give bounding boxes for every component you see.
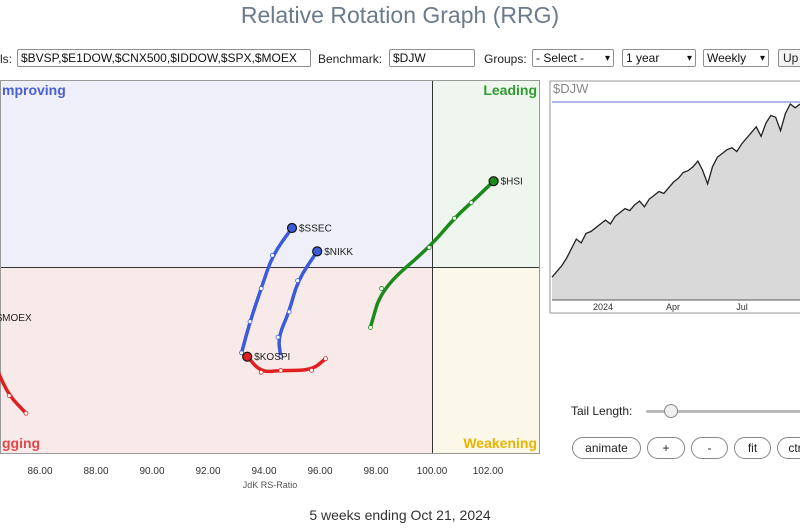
tail-point: [309, 367, 315, 373]
x-tick: 90.00: [139, 466, 165, 477]
lagging-quadrant: [0, 268, 433, 454]
tail-point: [269, 252, 275, 258]
tail-point: [468, 200, 474, 206]
tail-line-kospi: [245, 354, 328, 374]
benchmark-title: $DJW: [553, 81, 589, 96]
weakening-label: Weakening: [463, 435, 537, 451]
groups-select[interactable]: - Select - ▾: [532, 49, 614, 67]
tail-line-nikk: [277, 249, 319, 359]
tail-point: [239, 350, 245, 356]
series-label: $HSI: [501, 177, 523, 188]
center-button[interactable]: ctr: [777, 437, 800, 459]
date-range-caption: 5 weeks ending Oct 21, 2024: [309, 507, 491, 523]
tail-point: [278, 367, 284, 373]
improving-quadrant: [0, 80, 433, 268]
series-label: $MOEX: [0, 313, 32, 324]
groups-select-value: - Select -: [536, 51, 585, 65]
tail-point: [323, 356, 329, 362]
tail-point: [275, 334, 281, 340]
x-tick: 92.00: [195, 466, 221, 477]
leading-quadrant: [433, 80, 540, 268]
symbols-label: ls:: [0, 52, 12, 66]
series-label: $KOSPI: [254, 352, 290, 363]
tail-point: [247, 319, 253, 325]
tail-length-label: Tail Length:: [571, 404, 633, 418]
page-title: Relative Rotation Graph (RRG): [240, 2, 560, 28]
x-axis-label: JdK RS-Ratio: [242, 480, 298, 490]
benchmark-input[interactable]: $DJW: [389, 49, 475, 67]
benchmark-price-line: [551, 103, 800, 278]
x-tick: 94.00: [251, 466, 277, 477]
chevron-down-icon: ▾: [759, 53, 765, 64]
period-select-value: 1 year: [626, 51, 660, 65]
series-label: $NIKK: [324, 247, 353, 258]
rrg-tails-svg: $HSI $SSEC $NIKK $KOSPI $MOEX: [0, 176, 523, 416]
tail-point: [6, 393, 12, 399]
x-tick: 98.00: [363, 466, 389, 477]
leading-label: Leading: [483, 82, 537, 98]
series-head-marker[interactable]: [312, 246, 323, 257]
update-button[interactable]: Up: [778, 49, 800, 67]
benchmark-tick: Jul: [736, 302, 748, 312]
tail-length-slider-handle[interactable]: [664, 404, 679, 418]
tail-point: [451, 215, 457, 221]
toolbar: ls: $BVSP,$E1DOW,$CNX500,$IDDOW,$SPX,$MO…: [0, 49, 800, 71]
period-select[interactable]: 1 year ▾: [622, 49, 696, 67]
improving-label: mproving: [2, 82, 66, 98]
animate-button[interactable]: animate: [572, 437, 641, 459]
benchmark-frame: [549, 80, 800, 314]
x-tick: 102.00: [472, 466, 504, 477]
groups-label: Groups:: [484, 52, 527, 66]
x-tick: 100.00: [416, 466, 448, 477]
tail-length-slider[interactable]: [646, 410, 800, 413]
tail-point: [426, 245, 432, 250]
zoom-out-button[interactable]: -: [691, 437, 728, 459]
chevron-down-icon: ▾: [686, 53, 692, 64]
lagging-label: gging: [2, 435, 41, 451]
benchmark-tick: 2024: [592, 302, 614, 312]
interval-select-value: Weekly: [707, 51, 747, 65]
series-head-marker[interactable]: [286, 222, 298, 234]
symbols-input[interactable]: $BVSP,$E1DOW,$CNX500,$IDDOW,$SPX,$MOEX: [17, 49, 311, 67]
interval-select[interactable]: Weekly ▾: [703, 49, 769, 67]
tail-point: [258, 286, 264, 291]
benchmark-label: Benchmark:: [318, 52, 383, 66]
chart-frame: [0, 80, 540, 454]
benchmark-chart: $DJW: [549, 80, 800, 314]
rrg-chart: mproving Leading gging Weakening $HSI $SS…: [0, 80, 540, 454]
tail-point: [286, 309, 292, 315]
tail-point: [258, 369, 264, 375]
x-tick: 96.00: [307, 466, 333, 477]
x-tick: 88.00: [83, 466, 109, 477]
series-label: $SSEC: [299, 224, 332, 235]
tail-point: [278, 354, 284, 360]
x-tick: 86.00: [27, 466, 53, 477]
fit-button[interactable]: fit: [734, 437, 771, 459]
weakening-quadrant: [433, 268, 540, 454]
tail-point: [295, 278, 301, 284]
tail-point: [367, 325, 373, 330]
benchmark-tick: Apr: [665, 302, 681, 312]
benchmark-area: [552, 104, 800, 300]
chevron-down-icon: ▾: [604, 53, 610, 64]
series-head-marker[interactable]: [488, 176, 499, 187]
zoom-in-button[interactable]: +: [647, 437, 685, 459]
tail-line-hsi: [368, 179, 496, 330]
tail-point: [23, 410, 29, 416]
tail-point: [379, 286, 385, 291]
tail-line-ssec: [239, 226, 294, 355]
tail-line-moex: [0, 372, 28, 415]
benchmark-svg: [549, 80, 800, 314]
series-head-marker[interactable]: [242, 351, 253, 362]
